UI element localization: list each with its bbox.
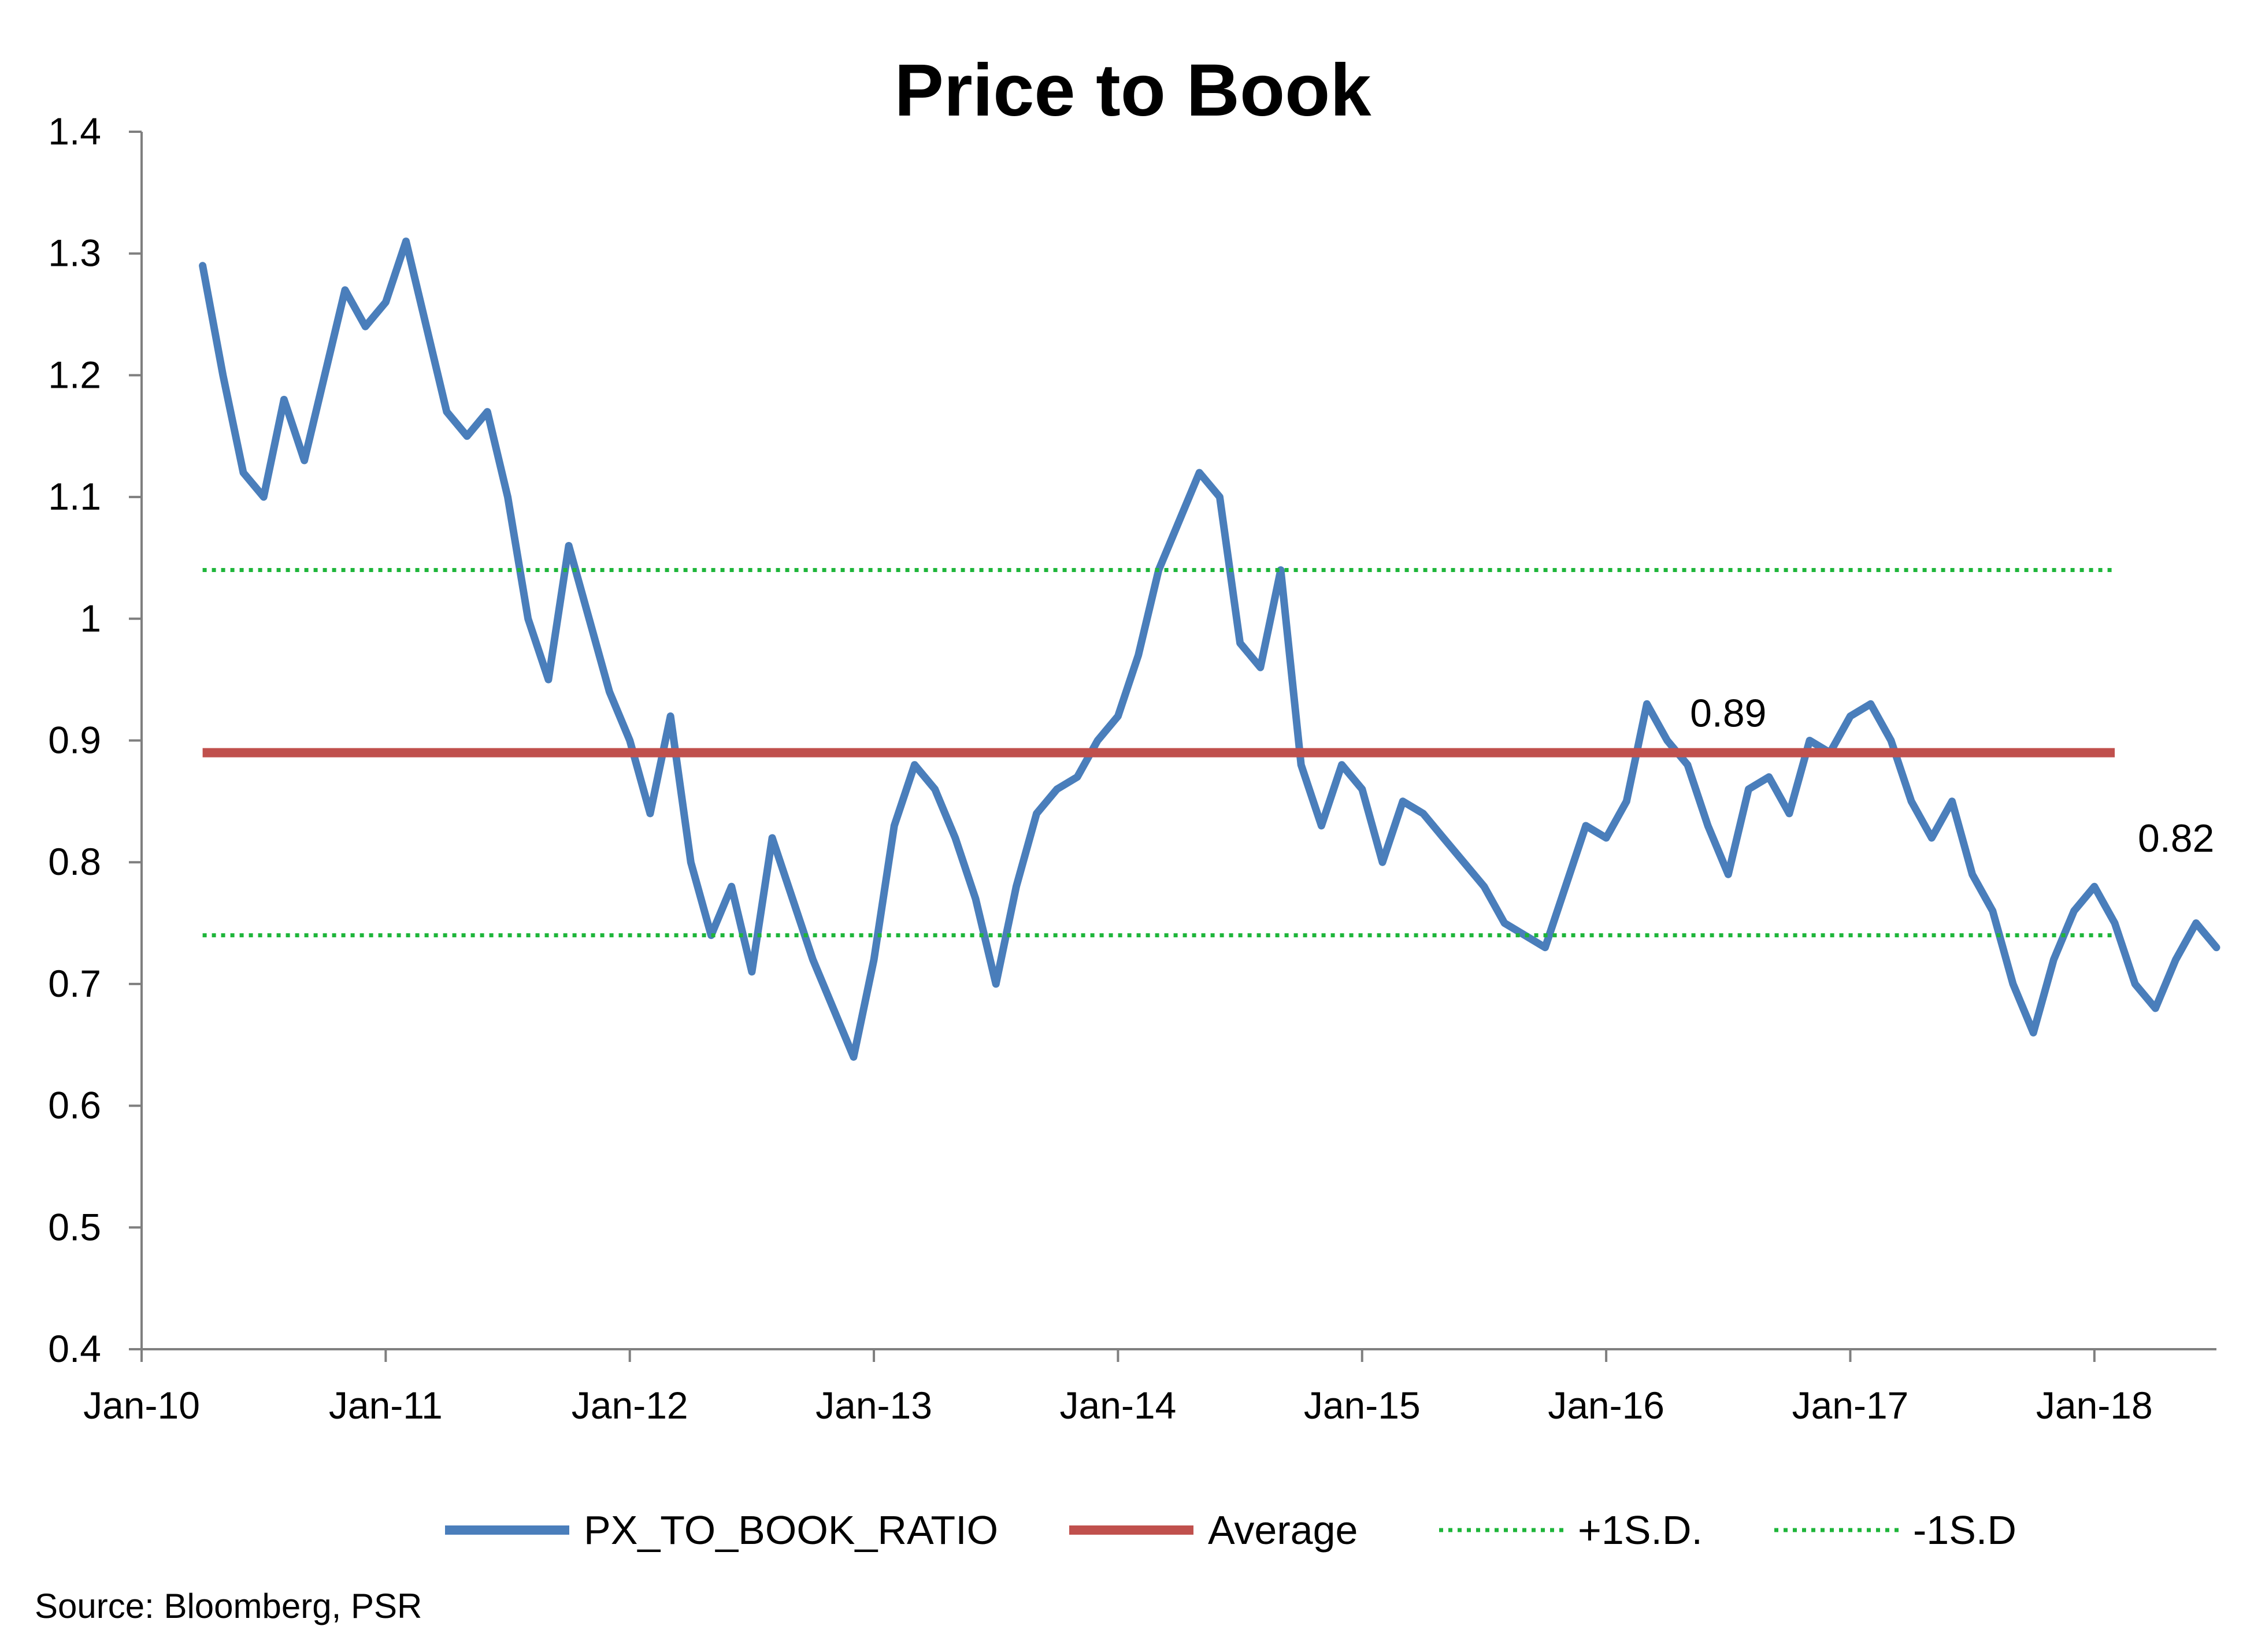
y-tick-label: 0.4 (48, 1327, 101, 1370)
x-tick-label: Jan-16 (1548, 1384, 1664, 1427)
annotation-layer: 0.89 0.82 (1690, 692, 2214, 860)
series-px-to-book-ratio (199, 237, 2220, 1061)
x-tick-label: Jan-13 (815, 1384, 932, 1427)
y-tick-label: 1.3 (48, 232, 101, 274)
series-layer (199, 237, 2220, 1061)
y-tick-label: 1.1 (48, 475, 101, 518)
chart-title: Price to Book (894, 49, 1371, 132)
x-tick-label: Jan-11 (329, 1384, 443, 1427)
last-value-label: 0.82 (2138, 816, 2214, 860)
y-tick-label: 1.2 (48, 353, 101, 396)
legend-label: PX_TO_BOOK_RATIO (584, 1508, 998, 1553)
source-note: Source: Bloomberg, PSR (35, 1587, 422, 1625)
x-tick-label: Jan-14 (1060, 1384, 1177, 1427)
y-tick-label: 0.6 (48, 1084, 101, 1127)
y-tick-label: 0.5 (48, 1205, 101, 1248)
legend-label: +1S.D. (1578, 1508, 1703, 1553)
y-tick-label: 0.7 (48, 962, 101, 1005)
legend-label: -1S.D (1913, 1508, 2016, 1553)
legend-label: Average (1208, 1508, 1358, 1553)
x-tick-label: Jan-15 (1304, 1384, 1421, 1427)
x-tick-label: Jan-17 (1792, 1384, 1909, 1427)
y-tick-label: 1.4 (48, 110, 101, 153)
legend: PX_TO_BOOK_RATIO Average +1S.D. -1S.D (445, 1508, 2016, 1553)
x-axis: Jan-10 Jan-11 Jan-12 Jan-13 Jan-14 Jan-15 Jan-… (83, 1348, 2216, 1427)
x-tick-label: Jan-10 (83, 1384, 200, 1427)
y-tick-label: 1 (80, 597, 101, 640)
x-tick-label: Jan-12 (572, 1384, 688, 1427)
average-value-label: 0.89 (1690, 692, 1766, 736)
y-axis: 0.4 0.5 0.6 0.7 0.8 0.9 1 1.1 1.2 1.3 1.4 (48, 110, 143, 1370)
y-tick-label: 0.9 (48, 719, 101, 762)
x-tick-label: Jan-18 (2036, 1384, 2153, 1427)
y-tick-label: 0.8 (48, 840, 101, 883)
